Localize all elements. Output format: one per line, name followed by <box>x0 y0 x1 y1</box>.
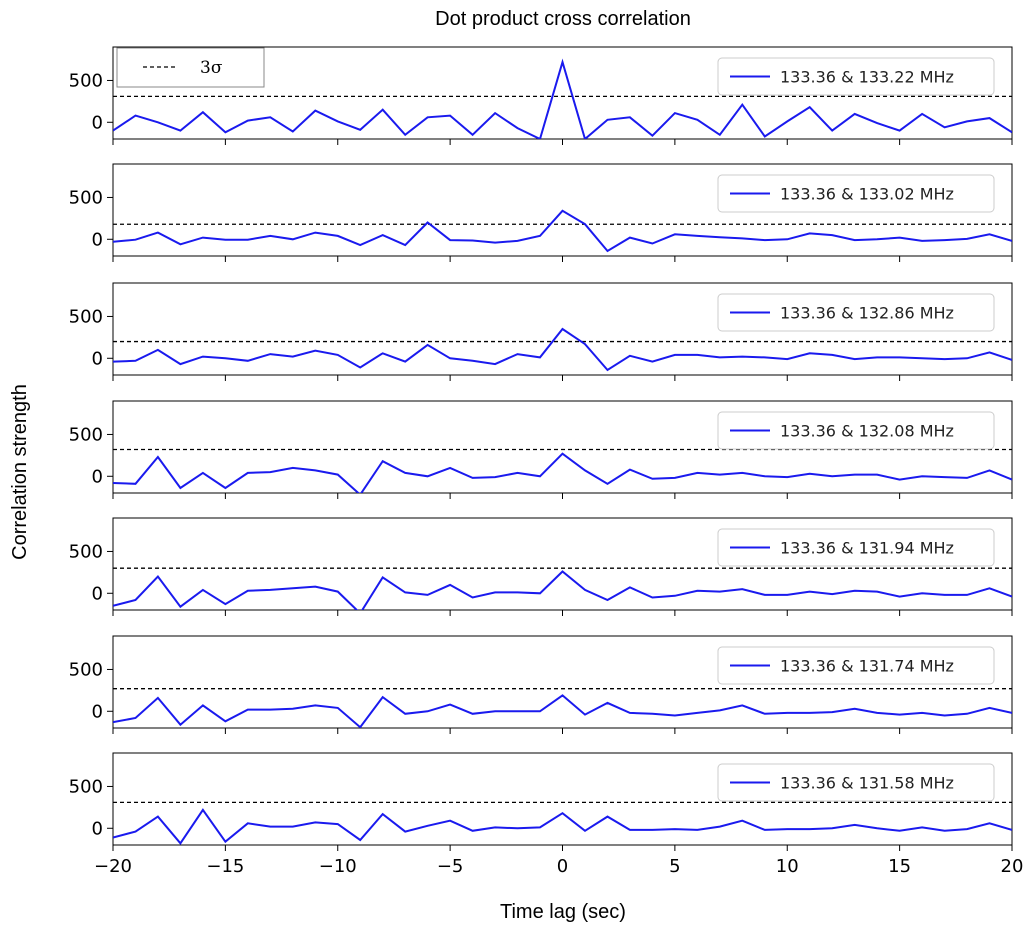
panel-7: 0 500 133.36 & 131.58 MHz −20 −15 −10 −5 0 5 10 15… <box>69 752 1024 877</box>
y-tick-label: 500 <box>69 306 103 327</box>
y-tick-label: 500 <box>69 659 103 680</box>
series-legend <box>717 646 995 685</box>
x-tick-label: 5 <box>669 856 680 877</box>
series-line <box>113 570 1012 610</box>
y-tick-label: 500 <box>69 541 103 562</box>
y-tick-label: 0 <box>92 701 103 722</box>
series-legend <box>717 174 995 213</box>
x-tick-label: 0 <box>557 856 568 877</box>
y-tick-label: 0 <box>92 466 103 487</box>
x-axis-title: Time lag (sec) <box>500 901 626 923</box>
x-tick-label: 10 <box>776 856 799 877</box>
x-tick-label: −15 <box>206 856 244 877</box>
legend-label: 133.36 & 132.08 MHz <box>780 422 954 441</box>
figure-title: Dot product cross correlation <box>435 8 691 30</box>
series-line <box>113 58 1012 139</box>
legend-label: 133.36 & 133.22 MHz <box>780 68 954 87</box>
panel-4: 0 500 133.36 & 132.08 MHz <box>69 400 1013 499</box>
legend-label: 133.36 & 131.58 MHz <box>780 774 954 793</box>
series-legend <box>717 411 995 450</box>
y-tick-label: 0 <box>92 818 103 839</box>
panel-2: 0 500 133.36 & 133.02 MHz <box>69 163 1013 262</box>
series-line <box>113 694 1012 728</box>
series-legend <box>717 293 995 332</box>
y-axis-title: Correlation strength <box>9 384 31 560</box>
x-tick-label: −20 <box>94 856 132 877</box>
threshold-legend-label: 3σ <box>200 58 223 78</box>
series-line <box>113 209 1012 253</box>
panel-1: 0 500 133.36 & 133.22 MHz 3σ <box>69 46 1013 145</box>
y-tick-label: 500 <box>69 424 103 445</box>
y-tick-label: 0 <box>92 348 103 369</box>
x-tick-label: −5 <box>437 856 464 877</box>
series-line <box>113 808 1012 845</box>
series-legend <box>717 57 995 96</box>
panel-5: 0 500 133.36 & 131.94 MHz <box>69 517 1013 616</box>
x-tick-label: 20 <box>1001 856 1024 877</box>
y-tick-label: 500 <box>69 776 103 797</box>
legend-label: 133.36 & 133.02 MHz <box>780 185 954 204</box>
y-tick-label: 500 <box>69 70 103 91</box>
panel-6: 0 500 133.36 & 131.74 MHz <box>69 635 1013 734</box>
panel-3: 0 500 133.36 & 132.86 MHz <box>69 282 1013 381</box>
y-tick-label: 500 <box>69 187 103 208</box>
series-line <box>113 327 1012 372</box>
x-tick-label: 15 <box>888 856 911 877</box>
threshold-legend <box>116 47 265 88</box>
series-legend <box>717 763 995 802</box>
x-tick-label: −10 <box>319 856 357 877</box>
series-legend <box>717 528 995 567</box>
series-line <box>113 452 1012 493</box>
y-tick-label: 0 <box>92 229 103 250</box>
y-tick-label: 0 <box>92 112 103 133</box>
legend-label: 133.36 & 131.94 MHz <box>780 539 954 558</box>
y-tick-label: 0 <box>92 583 103 604</box>
legend-label: 133.36 & 131.74 MHz <box>780 657 954 676</box>
legend-label: 133.36 & 132.86 MHz <box>780 304 954 323</box>
